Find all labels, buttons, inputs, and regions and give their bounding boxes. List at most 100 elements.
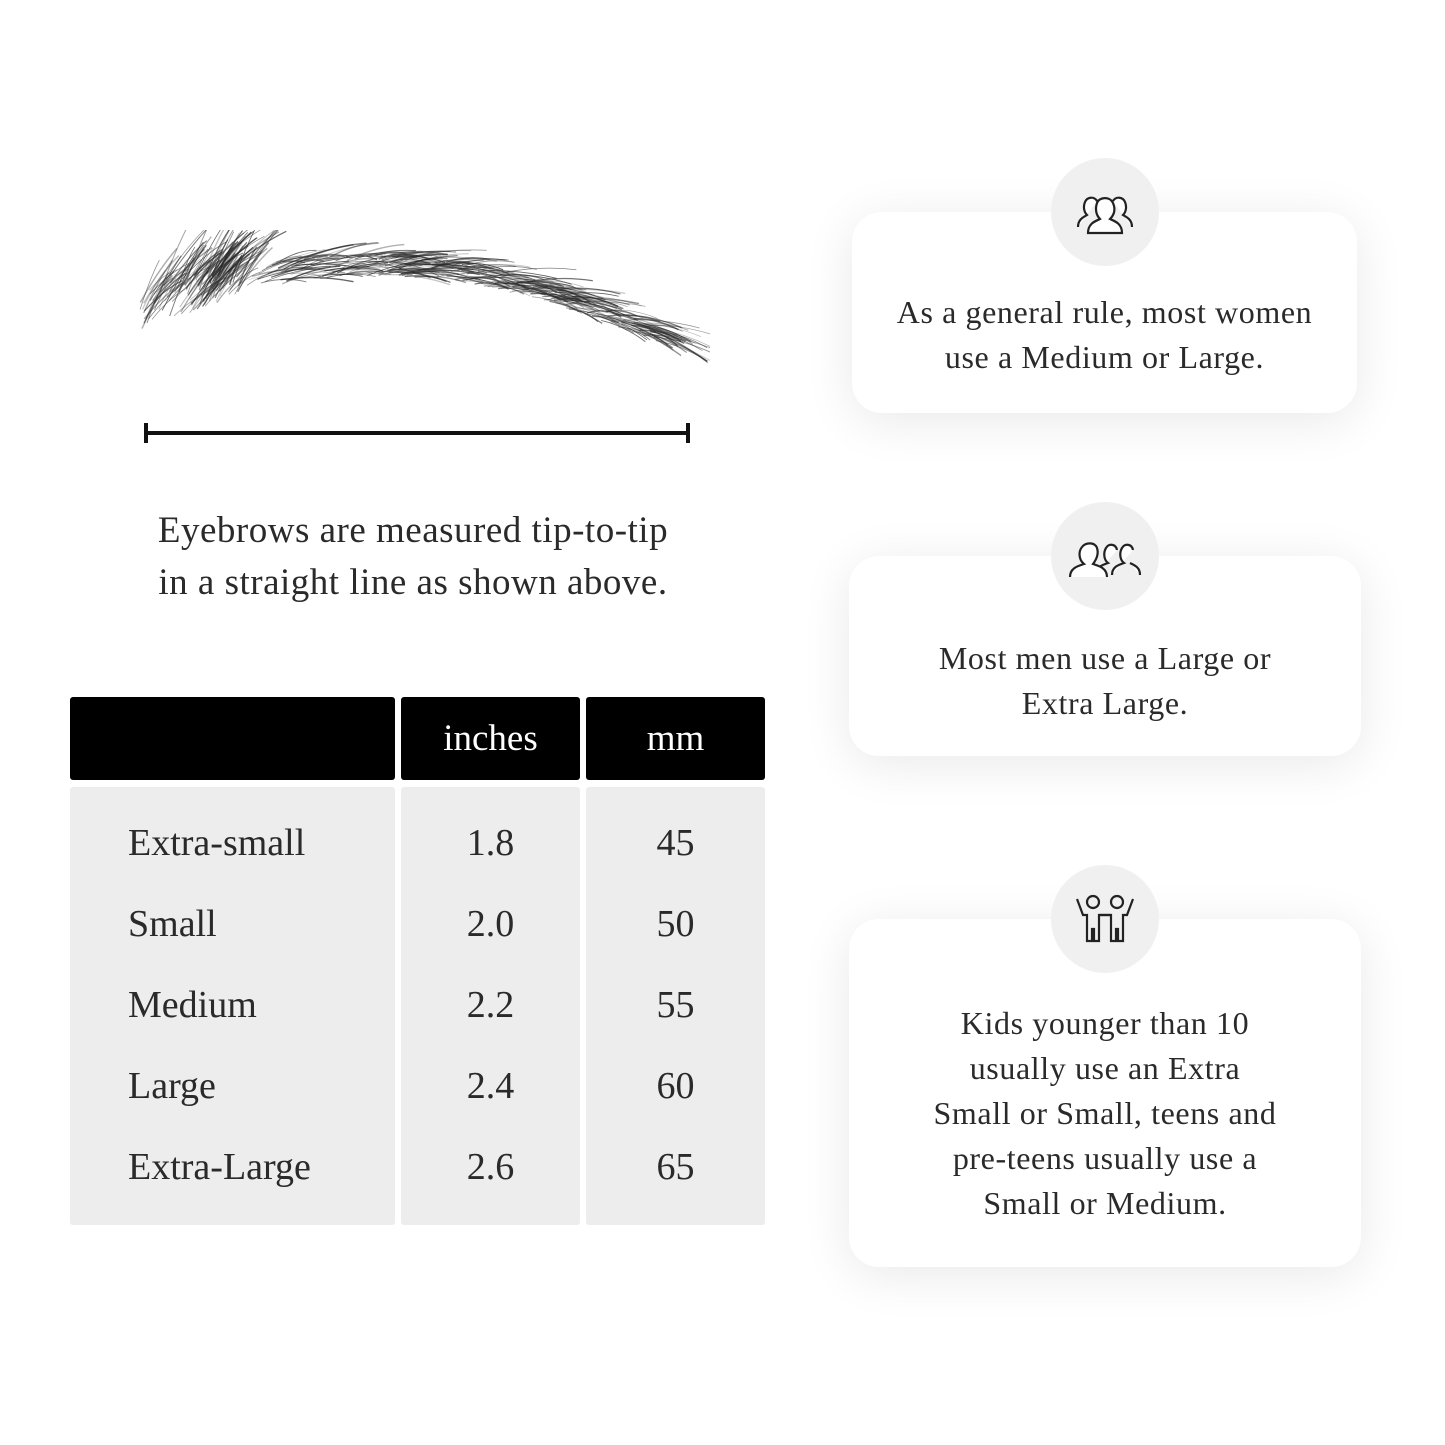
- eyebrow-hair: [166, 266, 211, 297]
- eyebrow-hair: [194, 230, 221, 278]
- eyebrow-hair: [607, 314, 661, 323]
- eyebrow-hair: [196, 265, 234, 310]
- eyebrow-hair: [410, 270, 468, 281]
- eyebrow-hair: [374, 256, 418, 265]
- eyebrow-hair: [537, 281, 587, 294]
- eyebrow-hair: [264, 267, 325, 283]
- eyebrow-hair: [186, 230, 208, 280]
- card-text: use a Medium or Large.: [944, 339, 1265, 375]
- eyebrow-hair: [215, 246, 254, 291]
- eyebrow-hair: [584, 313, 634, 334]
- eyebrow-hair: [452, 261, 491, 270]
- cell-inches: 2.0: [466, 903, 515, 945]
- eyebrow-hair: [235, 230, 278, 278]
- eyebrow-hair: [555, 295, 630, 306]
- eyebrow-hair: [558, 291, 619, 308]
- eyebrow-hair: [219, 232, 240, 278]
- eyebrow-hair: [368, 251, 448, 257]
- eyebrow-hair: [316, 243, 380, 260]
- eyebrow-hair: [173, 280, 226, 317]
- eyebrow-illustration: [139, 230, 710, 364]
- eyebrow-hair: [260, 278, 307, 284]
- eyebrow-hair: [212, 241, 248, 292]
- eyebrow-hair: [563, 300, 614, 320]
- eyebrow-hair: [171, 259, 221, 302]
- eyebrow-hair: [581, 300, 628, 308]
- eyebrow-hair: [466, 275, 529, 280]
- eyebrow-hair: [654, 336, 710, 353]
- cell-mm: 45: [656, 822, 695, 864]
- eyebrow-hair: [236, 247, 273, 292]
- eyebrow-hair: [296, 271, 337, 277]
- eyebrow-hair: [356, 261, 407, 271]
- eyebrow-hair: [187, 248, 209, 294]
- eyebrow-hair: [199, 251, 225, 305]
- eyebrow-hair: [326, 273, 376, 278]
- eyebrow-hair: [653, 336, 710, 362]
- eyebrow-hair: [384, 273, 451, 286]
- card-text: usually use an Extra: [969, 1050, 1241, 1086]
- eyebrow-hair: [646, 325, 683, 332]
- size-column: Extra-small Small Medium Large Extra-Large: [70, 787, 395, 1225]
- eyebrow-hair: [159, 230, 187, 292]
- eyebrow-hair: [409, 249, 487, 259]
- eyebrow-hair: [286, 265, 341, 282]
- eyebrow-hair: [643, 322, 689, 331]
- eyebrow-hair: [527, 280, 563, 287]
- eyebrow-hair: [258, 253, 318, 275]
- eyebrow-hair: [531, 296, 582, 314]
- eyebrow-hair: [507, 280, 574, 287]
- header-inches: inches: [401, 697, 580, 780]
- cell-inches: 2.4: [466, 1065, 515, 1107]
- kids-icon: [1051, 865, 1159, 973]
- eyebrow-hair: [412, 272, 484, 285]
- eyebrow-hair: [211, 246, 234, 277]
- eyebrow-hair: [148, 269, 178, 291]
- eyebrow-hair: [163, 230, 207, 286]
- eyebrow-hair: [354, 249, 416, 260]
- eyebrow-hair: [400, 267, 474, 275]
- eyebrow-hair: [193, 248, 224, 276]
- men-group-icon: [1051, 502, 1159, 610]
- eyebrow-hair: [487, 285, 525, 295]
- eyebrow-hair: [195, 248, 214, 281]
- eyebrow-hair: [621, 322, 682, 357]
- eyebrow-hair: [159, 230, 205, 287]
- eyebrow-hair: [569, 301, 646, 307]
- cell-size: Large: [128, 1065, 216, 1107]
- eyebrow-hair: [473, 266, 511, 275]
- eyebrow-hair: [150, 262, 190, 294]
- eyebrow-hair: [347, 266, 415, 272]
- eyebrow-hair: [141, 270, 166, 310]
- eyebrow-hair: [547, 288, 624, 309]
- eyebrow-hair: [331, 268, 384, 274]
- eyebrow-hair: [601, 317, 648, 341]
- cell-mm: 50: [656, 903, 695, 945]
- eyebrow-hair: [501, 274, 545, 280]
- eyebrow-hair: [414, 275, 467, 284]
- eyebrow-hair: [641, 324, 709, 364]
- eyebrow-hair: [282, 267, 348, 285]
- eyebrow-hair: [207, 230, 230, 278]
- eyebrow-hair: [168, 252, 221, 302]
- eyebrow-hair: [656, 327, 710, 347]
- eyebrow-hair: [274, 272, 322, 277]
- cell-inches: 2.2: [466, 984, 515, 1026]
- caption-line: in a straight line as shown above.: [158, 562, 668, 603]
- eyebrow-hair: [295, 263, 360, 269]
- eyebrow-hair: [237, 242, 270, 293]
- eyebrow-hair: [289, 273, 363, 281]
- eyebrow-hair: [484, 278, 554, 284]
- eyebrow-hair: [378, 261, 441, 275]
- measurement-line: [144, 423, 690, 443]
- eyebrow-hair: [483, 282, 555, 287]
- eyebrow-hair: [270, 260, 350, 278]
- eyebrow-hair: [574, 295, 643, 307]
- eyebrow-hair: [461, 269, 530, 290]
- eyebrow-hair: [169, 240, 208, 284]
- eyebrow-hair: [198, 261, 212, 291]
- cell-size: Extra-Large: [128, 1146, 311, 1188]
- eyebrow-hair: [391, 255, 446, 263]
- eyebrow-hair: [466, 272, 501, 283]
- eyebrow-hair: [517, 281, 567, 297]
